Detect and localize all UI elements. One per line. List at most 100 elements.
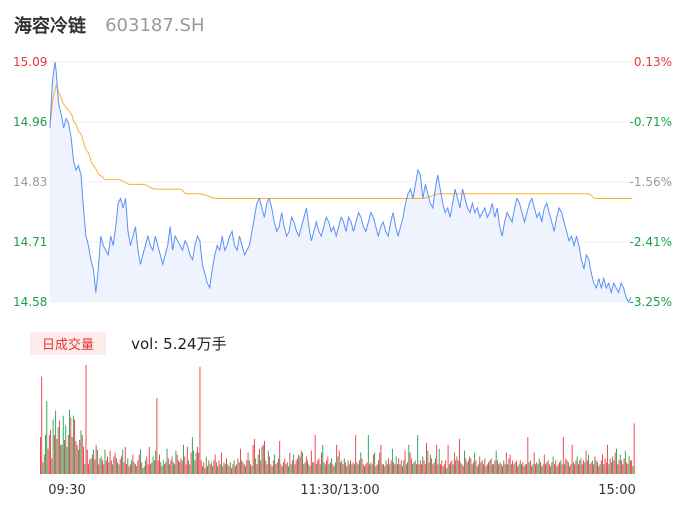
volume-bar bbox=[167, 458, 169, 474]
volume-bar bbox=[71, 437, 73, 474]
volume-bar bbox=[243, 464, 245, 474]
volume-bar bbox=[119, 459, 121, 474]
volume-bar bbox=[364, 466, 365, 474]
volume-bar bbox=[369, 464, 371, 474]
volume-bar bbox=[324, 464, 326, 474]
volume-bar bbox=[109, 450, 111, 474]
volume-readout: vol: 5.24万手 bbox=[131, 333, 226, 354]
volume-bar bbox=[433, 462, 435, 474]
volume-bar bbox=[96, 449, 98, 474]
volume-bar bbox=[527, 437, 529, 474]
daily-volume-tag[interactable]: 日成交量 bbox=[30, 332, 107, 355]
volume-bar bbox=[385, 460, 387, 475]
volume-bar bbox=[571, 444, 573, 474]
volume-bar bbox=[466, 462, 468, 474]
volume-header: 日成交量 vol: 5.24万手 bbox=[30, 332, 227, 355]
percent-tick-label: -2.41% bbox=[630, 235, 672, 249]
volume-bar bbox=[314, 435, 316, 474]
volume-bar bbox=[366, 462, 368, 474]
volume-bar bbox=[465, 458, 467, 474]
volume-bar bbox=[76, 444, 78, 474]
volume-bar bbox=[572, 462, 574, 474]
volume-bar bbox=[228, 466, 230, 474]
volume-bar bbox=[600, 460, 602, 475]
volume-bar bbox=[597, 462, 598, 474]
volume-bar bbox=[309, 466, 311, 474]
volume-bar bbox=[161, 466, 163, 474]
volume-bar bbox=[484, 458, 486, 474]
volume-bar bbox=[64, 439, 65, 474]
volume-bar bbox=[405, 464, 407, 474]
volume-bar bbox=[110, 460, 112, 475]
volume-bar bbox=[269, 456, 271, 474]
volume-bar bbox=[470, 458, 472, 474]
volume-bar bbox=[215, 462, 217, 474]
volume-bar bbox=[360, 452, 362, 474]
volume-bar bbox=[386, 464, 388, 474]
volume-bar bbox=[326, 460, 327, 475]
volume-bar bbox=[474, 452, 476, 474]
volume-bar bbox=[117, 462, 119, 474]
volume-bar bbox=[441, 460, 443, 475]
volume-bar bbox=[91, 454, 93, 474]
volume-bar bbox=[302, 452, 303, 474]
volume-bar bbox=[429, 454, 431, 474]
volume-bar bbox=[152, 456, 154, 474]
volume-bar bbox=[583, 460, 584, 475]
volume-bar bbox=[345, 462, 346, 474]
volume-bar bbox=[265, 460, 267, 475]
volume-bar bbox=[296, 458, 298, 474]
volume-bar bbox=[351, 464, 353, 474]
price-axis-labels: 15.09 14.96 14.83 14.71 14.58 bbox=[13, 55, 47, 309]
volume-bar bbox=[362, 464, 364, 474]
volume-bar bbox=[56, 438, 58, 474]
volume-bar bbox=[222, 466, 224, 474]
volume-bar bbox=[69, 409, 70, 474]
volume-bar bbox=[489, 460, 491, 475]
volume-bar bbox=[236, 464, 238, 474]
volume-bar bbox=[322, 444, 324, 474]
volume-bar bbox=[171, 456, 173, 474]
volume-bar bbox=[218, 460, 220, 475]
volume-bar bbox=[621, 460, 622, 475]
volume-bar bbox=[156, 398, 158, 474]
volume-bar bbox=[631, 460, 633, 475]
volume-bar bbox=[559, 462, 560, 474]
volume-bar bbox=[183, 444, 184, 474]
volume-bar bbox=[550, 466, 552, 474]
volume-bar bbox=[598, 466, 600, 474]
volume-bar bbox=[95, 444, 97, 474]
volume-bar bbox=[310, 450, 312, 474]
volume-bar bbox=[591, 460, 593, 475]
volume-bar bbox=[180, 458, 182, 474]
volume-bar bbox=[275, 464, 277, 474]
volume-bar bbox=[141, 462, 143, 474]
volume-bar bbox=[191, 437, 193, 474]
volume-bar bbox=[505, 452, 507, 474]
volume-bar bbox=[462, 466, 464, 474]
volume-bar bbox=[248, 460, 250, 475]
volume-bar bbox=[126, 464, 127, 474]
volume-bar bbox=[115, 458, 117, 474]
volume-bar bbox=[341, 460, 343, 475]
volume-bar bbox=[210, 462, 212, 474]
volume-bar bbox=[81, 435, 83, 474]
volume-bar bbox=[567, 462, 569, 474]
volume-bar bbox=[367, 435, 369, 474]
volume-bar bbox=[261, 446, 263, 474]
volume-bar bbox=[52, 419, 54, 474]
volume-bar bbox=[165, 462, 167, 474]
volume-bar bbox=[380, 444, 382, 474]
volume-bar bbox=[595, 460, 597, 475]
volume-bar bbox=[195, 452, 197, 474]
volume-bar bbox=[136, 466, 138, 474]
volume-bar bbox=[40, 437, 41, 474]
volume-bar bbox=[594, 456, 596, 474]
volume-bar bbox=[574, 464, 576, 474]
volume-bar bbox=[65, 425, 67, 474]
volume-bar bbox=[414, 460, 416, 475]
volume-bar bbox=[617, 464, 619, 474]
volume-bar bbox=[72, 415, 74, 474]
volume-bar bbox=[434, 458, 436, 474]
